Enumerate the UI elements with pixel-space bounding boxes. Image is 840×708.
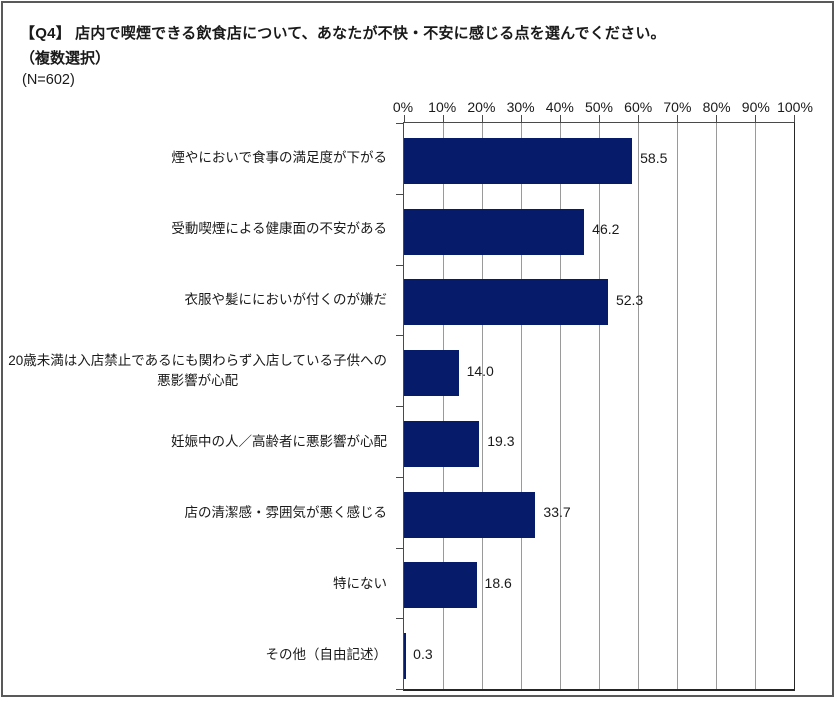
value-label: 33.7 bbox=[543, 504, 571, 521]
category-label: 煙やにおいで食事の満足度が下がる bbox=[171, 149, 387, 165]
value-label: 46.2 bbox=[592, 221, 620, 238]
bar-row: 18.6 bbox=[404, 548, 794, 619]
plot-area: 58.5 46.2 52.3 14.0 19.3 33.7 18.6 0.3 bbox=[396, 115, 795, 691]
gridline bbox=[521, 123, 522, 689]
value-label: 0.3 bbox=[413, 645, 433, 662]
x-axis-tick-label: 20% bbox=[467, 99, 496, 115]
value-label: 18.6 bbox=[484, 574, 512, 591]
category-label: 特にない bbox=[333, 576, 387, 592]
y-axis-tick-mark bbox=[396, 476, 403, 478]
bar-row: 14.0 bbox=[404, 335, 794, 406]
category-label: 店の清潔感・雰囲気が悪く感じる bbox=[184, 505, 388, 521]
gridline bbox=[482, 123, 483, 689]
x-axis-tick-label: 100% bbox=[777, 99, 813, 115]
category-label: 妊娠中の人／高齢者に悪影響が心配 bbox=[171, 434, 387, 450]
x-axis-tick-label: 70% bbox=[663, 99, 692, 115]
x-axis-tick-mark bbox=[521, 115, 522, 122]
value-label: 19.3 bbox=[487, 433, 515, 450]
y-axis-tick-mark bbox=[396, 264, 403, 266]
x-axis-tick-label: 50% bbox=[584, 99, 614, 115]
question-title: 【Q4】 店内で喫煙できる飲食店について、あなたが不快・不安に感じる点を選んでく… bbox=[20, 25, 666, 42]
x-axis-tick-mark bbox=[638, 115, 639, 122]
x-axis-tick-mark bbox=[794, 115, 795, 122]
x-axis-tick-mark bbox=[443, 115, 444, 122]
gridline bbox=[638, 123, 639, 689]
gridline bbox=[716, 123, 717, 689]
bar-row: 19.3 bbox=[404, 406, 794, 477]
y-axis-tick-mark bbox=[396, 618, 403, 620]
gridline bbox=[560, 123, 561, 689]
gridline bbox=[755, 123, 756, 689]
x-axis-tick-label: 90% bbox=[741, 99, 770, 115]
value-label: 58.5 bbox=[640, 150, 668, 167]
x-axis-tick-label: 30% bbox=[506, 99, 535, 115]
x-axis-tick-label: 60% bbox=[624, 99, 653, 115]
x-axis-tick-label: 40% bbox=[545, 99, 574, 115]
x-axis-tick-mark bbox=[755, 115, 756, 122]
x-axis-tick-label: 80% bbox=[702, 99, 731, 115]
category-label: 衣服や髪ににおいが付くのが嫌だ bbox=[184, 291, 388, 307]
gridline bbox=[599, 123, 600, 689]
category-label: その他（自由記述） bbox=[265, 647, 388, 663]
y-axis-tick-mark bbox=[396, 335, 403, 337]
question-subtitle: （複数選択） bbox=[20, 50, 111, 67]
bar-row: 52.3 bbox=[404, 265, 794, 336]
gridline bbox=[677, 123, 678, 689]
x-axis-tick-mark bbox=[599, 115, 600, 122]
x-axis-tick-mark bbox=[404, 115, 405, 122]
y-axis-tick-mark bbox=[396, 406, 403, 407]
x-axis-tick-label: 10% bbox=[428, 99, 457, 115]
y-axis-tick-mark bbox=[396, 547, 403, 549]
y-axis-category-labels: 煙やにおいで食事の満足度が下がる 受動喫煙による健康面の不安がある衣服や髪ににおい… bbox=[0, 122, 395, 691]
data-bar bbox=[404, 562, 477, 609]
bar-row: 58.5 bbox=[404, 123, 794, 194]
sample-size: (N=602) bbox=[22, 72, 75, 88]
bar-row: 33.7 bbox=[404, 477, 794, 548]
data-bar bbox=[404, 279, 608, 326]
y-axis-tick-mark bbox=[396, 123, 403, 124]
x-axis-tick-mark bbox=[560, 115, 561, 122]
data-bar bbox=[404, 137, 633, 184]
data-bar bbox=[404, 491, 536, 538]
category-label: 20歳未満は入店禁止であるにも関わらず入店している子供への 悪影響が心配 bbox=[8, 352, 387, 388]
gridline bbox=[443, 123, 444, 689]
x-axis-tick-mark bbox=[716, 115, 717, 122]
data-bar bbox=[404, 208, 585, 255]
bar-row: 46.2 bbox=[404, 194, 794, 265]
data-bar bbox=[404, 350, 459, 397]
data-bar bbox=[404, 420, 480, 467]
data-bar bbox=[404, 633, 406, 680]
bar-row: 0.3 bbox=[404, 618, 794, 689]
x-axis-tick-mark bbox=[677, 115, 678, 122]
x-axis: 0% 10% 20% 30% 40% 50% 60% 70% 80% 90% 100% bbox=[393, 94, 813, 116]
x-axis-tick-mark bbox=[482, 115, 483, 122]
y-axis-tick-mark bbox=[396, 689, 403, 690]
x-axis-tick-label: 0% bbox=[392, 99, 414, 115]
y-axis-tick-mark bbox=[396, 193, 403, 195]
value-label: 14.0 bbox=[466, 362, 494, 379]
category-label: 受動喫煙による健康面の不安がある bbox=[171, 220, 387, 236]
value-label: 52.3 bbox=[615, 291, 644, 308]
